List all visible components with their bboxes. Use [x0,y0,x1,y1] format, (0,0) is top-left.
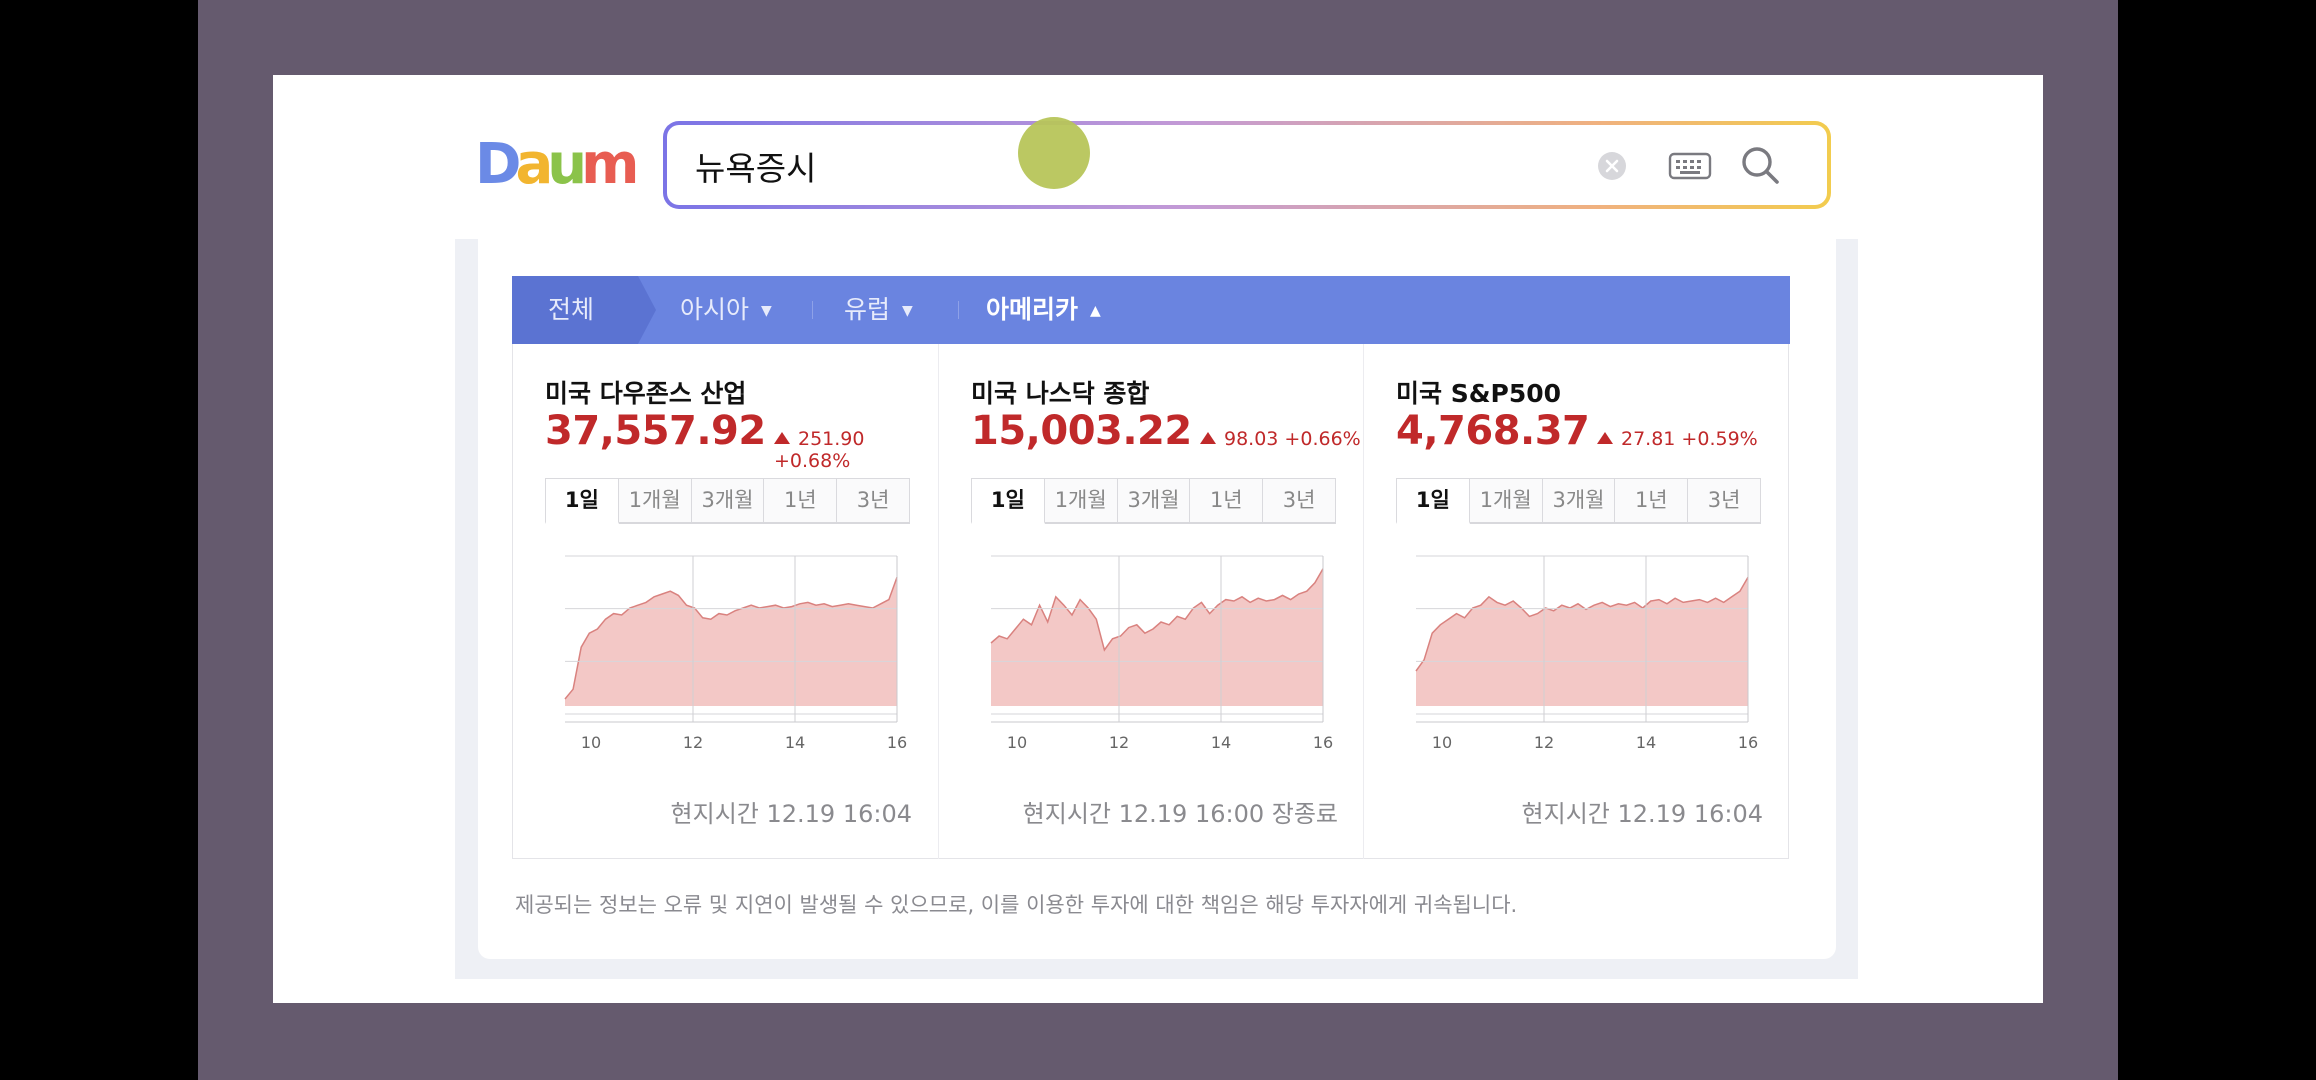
period-tab[interactable]: 3년 [1263,478,1336,522]
period-tab[interactable]: 1개월 [1044,478,1118,522]
period-tab[interactable]: 1년 [764,478,838,522]
chart-line [990,568,1324,652]
x-tick-label: 16 [887,733,907,752]
up-arrow-icon [1597,432,1613,444]
period-tab[interactable]: 3개월 [691,478,765,522]
touch-indicator [1018,117,1090,189]
x-tick-label: 12 [1109,733,1129,752]
tab-europe-label: 유럽 [844,295,891,324]
period-tab[interactable]: 1일 [545,478,619,524]
tab-arrow-shape [638,276,656,344]
intraday-chart: 10 12 14 16 [564,555,907,752]
world-stock-card: 전체 아시아 ▼ 유럽 ▼ 아메리카 ▲ [478,239,1836,959]
index-name: 미국 S&P500 [1396,379,1562,408]
browser-page: Daum [273,75,2043,1003]
period-tab[interactable]: 3년 [837,478,910,522]
screen-frame: Daum [198,0,2118,1080]
logo-letter: m [581,132,639,197]
index-time: 현지시간 12.19 16:04 [670,800,912,828]
up-arrow-icon [774,432,790,444]
tab-europe[interactable]: 유럽 ▼ [844,276,913,344]
x-tick-label: 14 [785,733,805,752]
chevron-down-icon: ▼ [902,303,913,319]
index-panel: 미국 나스닥 종합 15,003.22 98.03 +0.66% 1일 1개월 3개월 1년… [938,344,1364,859]
tab-asia-label: 아시아 [680,295,750,324]
keyboard-icon[interactable] [1668,152,1712,184]
x-tick-label: 10 [581,733,601,752]
period-tabs: 1일 1개월 3개월 1년 3년 [545,478,910,524]
period-tab[interactable]: 1개월 [618,478,692,522]
x-tick-label: 16 [1313,733,1333,752]
index-value: 4,768.37 [1396,408,1590,454]
disclaimer-text: 제공되는 정보는 오류 및 지연이 발생될 수 있으므로, 이를 이용한 투자에… [515,893,1518,917]
tab-divider [812,301,813,319]
index-panel: 미국 S&P500 4,768.37 27.81 +0.59% 1일 1개월 3개월 1년 3… [1363,344,1789,859]
region-tab-bar: 전체 아시아 ▼ 유럽 ▼ 아메리카 ▲ [512,276,1790,344]
index-name: 미국 나스닥 종합 [971,379,1150,408]
period-tab[interactable]: 1개월 [1469,478,1543,522]
x-tick-label: 12 [1534,733,1554,752]
period-tab[interactable]: 3개월 [1117,478,1191,522]
result-section: 전체 아시아 ▼ 유럽 ▼ 아메리카 ▲ [455,239,1858,979]
index-name: 미국 다우존스 산업 [545,379,747,408]
period-tab[interactable]: 1일 [1396,478,1470,524]
chart-line [1415,576,1749,672]
chart-area [991,568,1323,706]
chart-line [564,576,898,700]
up-arrow-icon [1200,432,1216,444]
search-input[interactable] [693,139,1497,193]
clear-icon[interactable] [1597,151,1627,185]
index-change-text: 27.81 +0.59% [1621,428,1758,450]
x-tick-label: 10 [1007,733,1027,752]
period-tab[interactable]: 1일 [971,478,1045,524]
index-value: 37,557.92 [545,408,766,454]
search-bar [663,121,1831,209]
period-tab[interactable]: 1년 [1190,478,1264,522]
index-value: 15,003.22 [971,408,1192,454]
x-tick-label: 14 [1211,733,1231,752]
index-change-text: 251.90 +0.68% [774,428,865,472]
logo-letter: u [547,132,587,197]
index-change: 27.81 +0.59% [1597,428,1758,450]
index-time: 현지시간 12.19 16:04 [1521,800,1763,828]
logo-letter: a [515,132,553,197]
tab-america-label: 아메리카 [986,295,1079,324]
x-tick-label: 14 [1636,733,1656,752]
index-change-text: 98.03 +0.66% [1224,428,1361,450]
period-tabs: 1일 1개월 3개월 1년 3년 [971,478,1336,524]
daum-logo[interactable]: Daum [475,132,640,197]
intraday-chart: 10 12 14 16 [990,555,1333,752]
index-change: 251.90 +0.68% [774,428,938,472]
tab-america[interactable]: 아메리카 ▲ [986,276,1101,344]
chevron-up-icon: ▲ [1090,303,1101,319]
intraday-chart: 10 12 14 16 [1415,555,1758,752]
tab-asia[interactable]: 아시아 ▼ [680,276,772,344]
index-change: 98.03 +0.66% [1200,428,1361,450]
index-panel: 미국 다우존스 산업 37,557.92 251.90 +0.68% 1일 1개월 3개월… [513,344,938,859]
chevron-down-icon: ▼ [761,303,772,319]
tab-divider [958,301,959,319]
chart-area [565,577,897,706]
search-box [667,125,1827,205]
period-tab[interactable]: 1년 [1615,478,1689,522]
period-tab[interactable]: 3년 [1688,478,1761,522]
search-icon[interactable] [1738,143,1782,191]
logo-letter: D [475,132,522,197]
tab-all-label: 전체 [548,295,595,324]
period-tab[interactable]: 3개월 [1542,478,1616,522]
tab-all[interactable]: 전체 [512,276,638,344]
index-time: 현지시간 12.19 16:00 장종료 [1022,800,1338,828]
chart-area [1416,577,1748,706]
period-tabs: 1일 1개월 3개월 1년 3년 [1396,478,1761,524]
x-tick-label: 16 [1738,733,1758,752]
x-tick-label: 10 [1432,733,1452,752]
x-tick-label: 12 [683,733,703,752]
index-panels: 미국 다우존스 산업 37,557.92 251.90 +0.68% 1일 1개월 3개월… [512,344,1789,859]
